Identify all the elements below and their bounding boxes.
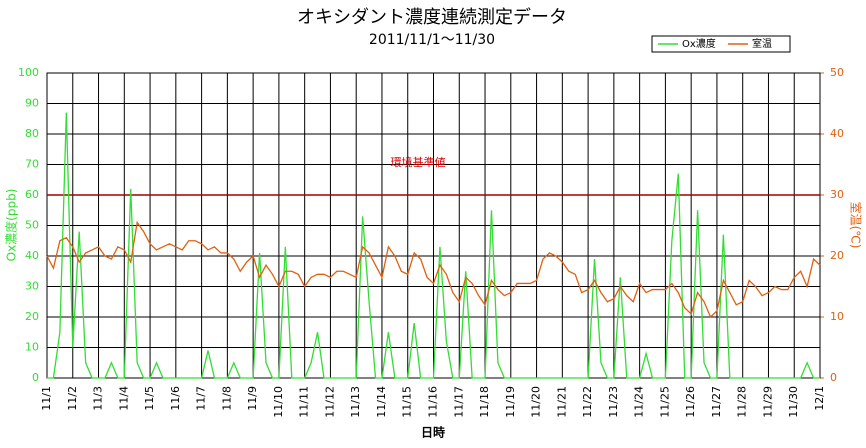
x-tick-label: 11/18 <box>478 386 491 418</box>
x-tick-label: 11/29 <box>761 386 774 418</box>
x-tick-label: 11/6 <box>169 386 182 411</box>
chart-subtitle: 2011/11/1～11/30 <box>369 32 495 48</box>
data-line <box>47 112 820 379</box>
x-tick-label: 11/20 <box>530 386 543 418</box>
y2-tick-label: 0 <box>830 371 837 384</box>
x-tick-label: 11/30 <box>787 386 800 418</box>
y-axis-label: Ox濃度(ppb) <box>4 189 19 262</box>
y2-tick-label: 50 <box>830 66 844 79</box>
x-tick-label: 11/21 <box>555 386 568 418</box>
x-tick-label: 11/16 <box>427 386 440 418</box>
x-tick-label: 11/25 <box>658 386 671 418</box>
y-tick-label: 80 <box>25 127 39 140</box>
x-tick-label: 11/11 <box>298 386 311 418</box>
x-tick-label: 11/9 <box>246 386 259 411</box>
x-tick-label: 11/7 <box>195 386 208 411</box>
x-tick-label: 11/2 <box>66 386 79 411</box>
legend-label: 室温 <box>752 37 772 50</box>
x-tick-label: 11/24 <box>633 386 646 418</box>
x-tick-label: 11/1 <box>40 386 53 411</box>
x-tick-label: 11/17 <box>452 386 465 418</box>
x-tick-label: 11/23 <box>607 386 620 418</box>
x-tick-label: 11/27 <box>710 386 723 418</box>
y-tick-label: 70 <box>25 158 39 171</box>
x-tick-label: 11/4 <box>117 386 130 411</box>
y-tick-label: 60 <box>25 188 39 201</box>
y2-tick-label: 30 <box>830 188 844 201</box>
x-tick-label: 11/19 <box>504 386 517 418</box>
x-tick-label: 11/28 <box>736 386 749 418</box>
x-axis-label: 日時 <box>421 425 445 440</box>
y-tick-label: 0 <box>32 371 39 384</box>
x-tick-label: 11/10 <box>272 386 285 418</box>
x-tick-label: 11/3 <box>92 386 105 411</box>
x-tick-label: 11/12 <box>323 386 336 418</box>
x-tick-label: 11/13 <box>349 386 362 418</box>
y2-tick-label: 40 <box>830 127 844 140</box>
y-tick-label: 30 <box>25 280 39 293</box>
y-tick-label: 40 <box>25 249 39 262</box>
x-tick-label: 11/26 <box>684 386 697 418</box>
x-tick-label: 11/15 <box>401 386 414 418</box>
legend-box <box>651 35 791 53</box>
y-tick-label: 90 <box>25 97 39 110</box>
y-tick-label: 20 <box>25 310 39 323</box>
y2-axis-label: 室温(℃) <box>849 202 864 249</box>
y-tick-label: 100 <box>18 66 39 79</box>
data-line <box>46 220 821 319</box>
chart-title: オキシダント濃度連続測定データ <box>297 7 567 28</box>
x-tick-label: 12/1 <box>813 386 826 411</box>
y-tick-label: 50 <box>25 219 39 232</box>
reference-label: 環境基準値 <box>391 155 446 169</box>
x-tick-label: 11/8 <box>220 386 233 411</box>
x-tick-label: 11/5 <box>143 386 156 411</box>
x-tick-label: 11/22 <box>581 386 594 418</box>
y-tick-label: 10 <box>25 341 39 354</box>
y2-tick-label: 10 <box>830 310 844 323</box>
y2-tick-label: 20 <box>830 249 844 262</box>
x-tick-label: 11/14 <box>375 386 388 418</box>
legend-label: Ox濃度 <box>682 37 716 50</box>
